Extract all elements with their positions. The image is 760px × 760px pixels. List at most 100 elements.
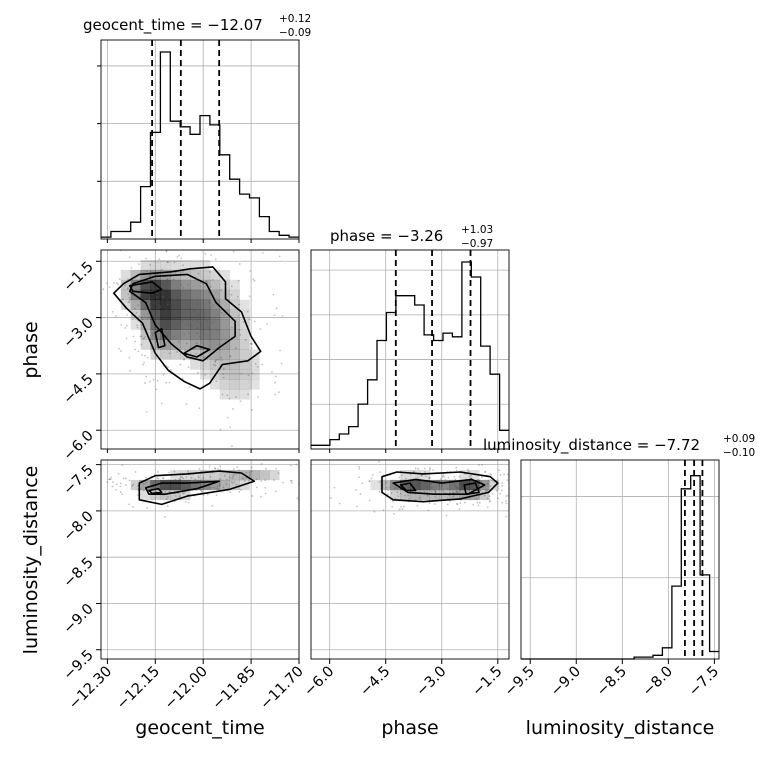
density-cell [200, 299, 211, 310]
scatter-point [142, 363, 144, 366]
scatter-point [155, 292, 158, 295]
ylabel-phase: phase [20, 321, 42, 378]
scatter-point [197, 475, 200, 478]
scatter-point [179, 494, 181, 497]
scatter-point [164, 515, 166, 518]
density-cell [429, 479, 440, 491]
scatter-point [250, 409, 253, 411]
scatter-point [90, 486, 92, 488]
scatter-point [253, 279, 256, 282]
density-cell [219, 389, 230, 400]
scatter-point [229, 355, 232, 357]
scatter-point [378, 490, 381, 493]
scatter-point [503, 473, 505, 476]
scatter-point [467, 470, 470, 473]
scatter-point [394, 486, 396, 489]
title-phase-plus: +1.03 [461, 224, 493, 236]
scatter-point [358, 476, 360, 479]
density-cell [170, 489, 181, 501]
scatter-point [101, 221, 103, 223]
density-cell [180, 489, 191, 501]
scatter-point [166, 298, 168, 301]
scatter-point [108, 478, 111, 481]
scatter-point [209, 475, 212, 478]
scatter-point [424, 471, 426, 473]
scatter-point [177, 340, 180, 343]
scatter-point [488, 495, 491, 498]
scatter-point [140, 308, 143, 311]
density-cell [200, 279, 211, 291]
scatter-point [176, 350, 179, 353]
scatter-point [166, 261, 169, 264]
scatter-point [174, 328, 176, 331]
density-cell [170, 349, 181, 360]
density-cell [249, 369, 260, 380]
density-cell [249, 359, 260, 370]
y-tick-label: −7.5 [61, 462, 97, 498]
scatter-point [420, 475, 423, 477]
scatter-point [192, 319, 194, 322]
density-cell [190, 259, 201, 271]
scatter-point [180, 319, 183, 322]
scatter-point [424, 481, 427, 484]
scatter-point [163, 325, 166, 328]
scatter-point [489, 499, 491, 502]
scatter-point [510, 495, 512, 497]
scatter-point [354, 467, 356, 469]
scatter-point [190, 476, 193, 479]
density-cell [150, 259, 161, 271]
scatter-point [486, 488, 489, 491]
density-cell [489, 479, 500, 491]
scatter-point [249, 474, 252, 476]
contour-inner [154, 327, 166, 349]
density-cell [190, 479, 201, 491]
density-cell [200, 339, 211, 350]
scatter-point [182, 271, 185, 273]
scatter-point [128, 356, 131, 359]
scatter-point [248, 479, 250, 482]
scatter-point [151, 293, 154, 296]
scatter-point [124, 284, 127, 287]
density-cell [449, 479, 460, 491]
density-cell [190, 349, 201, 360]
density-cell [209, 279, 221, 291]
scatter-point [132, 506, 135, 508]
density-cell [120, 299, 131, 310]
density-cell [229, 299, 240, 310]
density-cell [170, 479, 181, 491]
scatter-point [446, 488, 449, 490]
scatter-point [156, 296, 159, 298]
density-cell [160, 289, 171, 301]
scatter-point [256, 365, 259, 368]
scatter-point [194, 309, 197, 312]
density-cell [219, 309, 230, 320]
scatter-point [159, 320, 162, 323]
scatter-point [136, 494, 139, 497]
scatter-point [216, 329, 218, 332]
scatter-point [250, 343, 253, 346]
density-cell [160, 309, 171, 320]
scatter-point [446, 503, 449, 506]
scatter-point [143, 307, 146, 309]
x-tick-label: −3.0 [413, 664, 449, 700]
scatter-point [223, 474, 226, 477]
scatter-point [187, 501, 190, 504]
scatter-point [193, 310, 195, 313]
scatter-point [272, 293, 275, 296]
scatter-point [232, 468, 235, 471]
scatter-point [453, 475, 456, 478]
scatter-point [154, 326, 156, 329]
scatter-point [229, 426, 232, 429]
density-cell [140, 309, 151, 320]
density-cell [400, 479, 411, 491]
scatter-point [188, 386, 191, 389]
scatter-point [185, 403, 188, 406]
scatter-point [156, 471, 159, 473]
scatter-point [403, 505, 405, 508]
scatter-point [118, 347, 120, 350]
scatter-point [248, 295, 251, 298]
scatter-point [184, 501, 187, 503]
density-cell [140, 479, 151, 491]
scatter-point [196, 371, 199, 374]
scatter-point [162, 292, 165, 295]
